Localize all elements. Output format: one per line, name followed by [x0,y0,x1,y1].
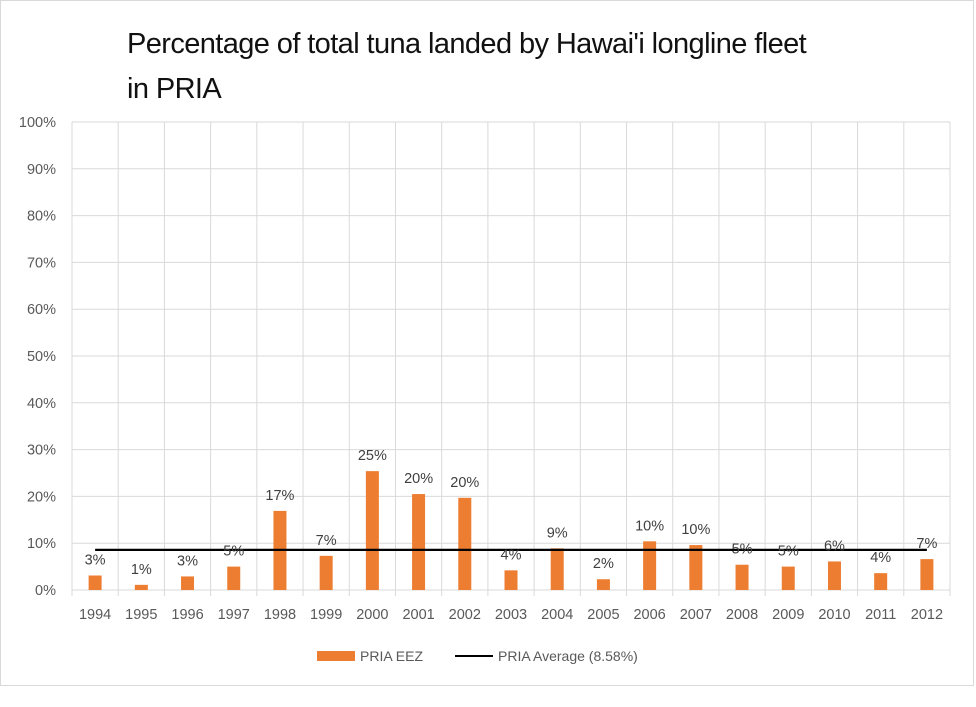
bar [781,566,795,590]
bar [643,541,657,590]
data-label: 17% [265,488,294,504]
x-tick-label: 2004 [541,607,573,623]
y-tick-label: 90% [27,162,56,178]
x-tick-label: 2003 [495,607,527,623]
bar [689,545,703,590]
bar-series-pria-eez [88,471,934,590]
bar [596,579,610,590]
data-label: 20% [404,471,433,487]
x-tick-label: 2008 [726,607,758,623]
chart-title-line-2: in PRIA [127,73,222,105]
chart-title: Percentage of total tuna landed by Hawai… [127,22,927,112]
data-label: 10% [681,522,710,538]
data-label: 6% [824,538,845,554]
x-tick-label: 2006 [633,607,665,623]
data-label: 25% [358,448,387,464]
x-tick-label: 2010 [818,607,850,623]
bar [920,559,934,590]
y-tick-label: 80% [27,209,56,225]
x-tick-label: 2007 [680,607,712,623]
x-tick-label: 2009 [772,607,804,623]
data-label: 5% [223,544,244,560]
x-tick-label: 1995 [125,607,157,623]
bar [827,561,841,590]
x-tick-label: 2000 [356,607,388,623]
data-label: 1% [131,562,152,578]
y-axis-ticks: 0% 10% 20% 30% 40% 50% 60% 70% 80% 90% 100% [19,115,56,599]
data-label: 10% [635,518,664,534]
x-axis-ticks: 1994 1995 1996 1997 1998 1999 2000 2001 2002 2003… [79,607,943,623]
bar [319,555,333,590]
bar [735,564,749,590]
x-tick-label: 1996 [171,607,203,623]
chart-title-line-1: Percentage of total tuna landed by Hawai… [127,28,807,60]
x-tick-label: 1997 [218,607,250,623]
y-tick-label: 50% [27,349,56,365]
gridlines [71,121,951,596]
data-label: 3% [177,553,198,569]
legend-label-pria-average: PRIA Average (8.58%) [498,648,638,664]
legend-swatch-pria-eez [317,651,355,661]
x-tick-label: 2011 [865,607,896,623]
x-tick-label: 2005 [587,607,619,623]
bar [412,494,426,590]
data-label: 9% [547,525,568,541]
bar [181,576,195,590]
y-tick-label: 70% [27,255,56,271]
y-tick-label: 10% [27,536,56,552]
data-label: 4% [501,547,522,563]
x-tick-label: 2002 [449,607,481,623]
bar [458,497,472,590]
data-label: 2% [593,556,614,572]
x-tick-label: 2012 [911,607,943,623]
bar [227,566,241,590]
data-label: 4% [870,550,891,566]
bar [365,471,379,590]
y-tick-label: 0% [35,583,56,599]
y-tick-label: 60% [27,302,56,318]
bar [874,573,888,590]
data-label: 5% [732,542,753,558]
data-label: 5% [778,544,799,560]
legend: PRIA EEZ PRIA Average (8.58%) [317,648,638,664]
x-tick-label: 2001 [402,607,434,623]
legend-label-pria-eez: PRIA EEZ [360,648,423,664]
x-tick-label: 1998 [264,607,296,623]
data-label: 20% [450,475,479,491]
bar [88,575,102,590]
y-tick-label: 40% [27,396,56,412]
data-labels: 3% 1% 3% 5% 17% 7% 25% 20% 20% 4% 9% 2% 10% 10% 5% 5% 6%… [85,448,938,578]
data-label: 7% [916,536,937,552]
data-label: 7% [316,533,337,549]
bar [134,584,148,590]
bar [504,570,518,590]
bar [550,548,564,590]
x-tick-label: 1999 [310,607,342,623]
y-tick-label: 30% [27,443,56,459]
y-tick-label: 20% [27,489,56,505]
x-tick-label: 1994 [79,607,111,623]
data-label: 3% [85,552,106,568]
y-tick-label: 100% [19,115,56,131]
